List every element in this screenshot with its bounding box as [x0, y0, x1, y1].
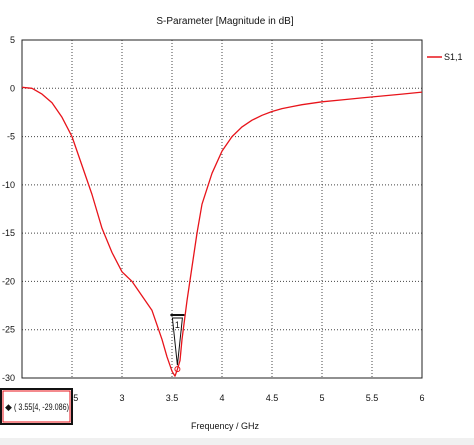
- y-tick-label: -25: [2, 325, 15, 335]
- marker-readout-text: ( 3.55[4, -29.086): [14, 402, 69, 412]
- legend-label-s11: S1,1: [444, 52, 463, 62]
- bottom-toolbar-strip: [0, 438, 474, 445]
- x-tick-label: 4.5: [266, 393, 279, 403]
- x-tick-label: 4: [219, 393, 224, 403]
- y-tick-label: 0: [10, 83, 15, 93]
- y-tick-label: -10: [2, 180, 15, 190]
- marker-label: 1: [175, 320, 180, 330]
- y-tick-label: -30: [2, 373, 15, 383]
- y-tick-label: -5: [7, 132, 15, 142]
- y-tick-label: -20: [2, 276, 15, 286]
- x-axis-label: Frequency / GHz: [191, 421, 260, 431]
- chart-title: S-Parameter [Magnitude in dB]: [156, 16, 294, 27]
- x-tick-label: 5.5: [366, 393, 379, 403]
- marker-triangle: [171, 317, 183, 366]
- readout-box: [0, 388, 73, 425]
- marker-icon: ◆: [5, 402, 12, 412]
- plot-frame: [21, 39, 423, 379]
- x-tick-label: 5: [319, 393, 324, 403]
- series-line-s11: [21, 86, 423, 377]
- y-tick-label: -15: [2, 228, 15, 238]
- marker-point: [174, 366, 181, 373]
- x-tick-label: 3.5: [166, 393, 179, 403]
- x-tick-labels: 2.533.544.555.56: [66, 393, 425, 403]
- x-tick-label: 6: [419, 393, 424, 403]
- y-tick-labels: 5 0 -5 -10 -15 -20 -25 -30: [2, 35, 15, 383]
- series-group: [21, 86, 423, 377]
- gridlines: [22, 40, 422, 378]
- legend: S1,1: [427, 52, 463, 62]
- x-tick-label: 3: [119, 393, 124, 403]
- readout-inner-border: [2, 390, 71, 423]
- y-tick-label: 5: [10, 35, 15, 45]
- marker-group: 1: [170, 314, 185, 373]
- marker-readout[interactable]: ◆( 3.55[4, -29.086): [0, 388, 73, 425]
